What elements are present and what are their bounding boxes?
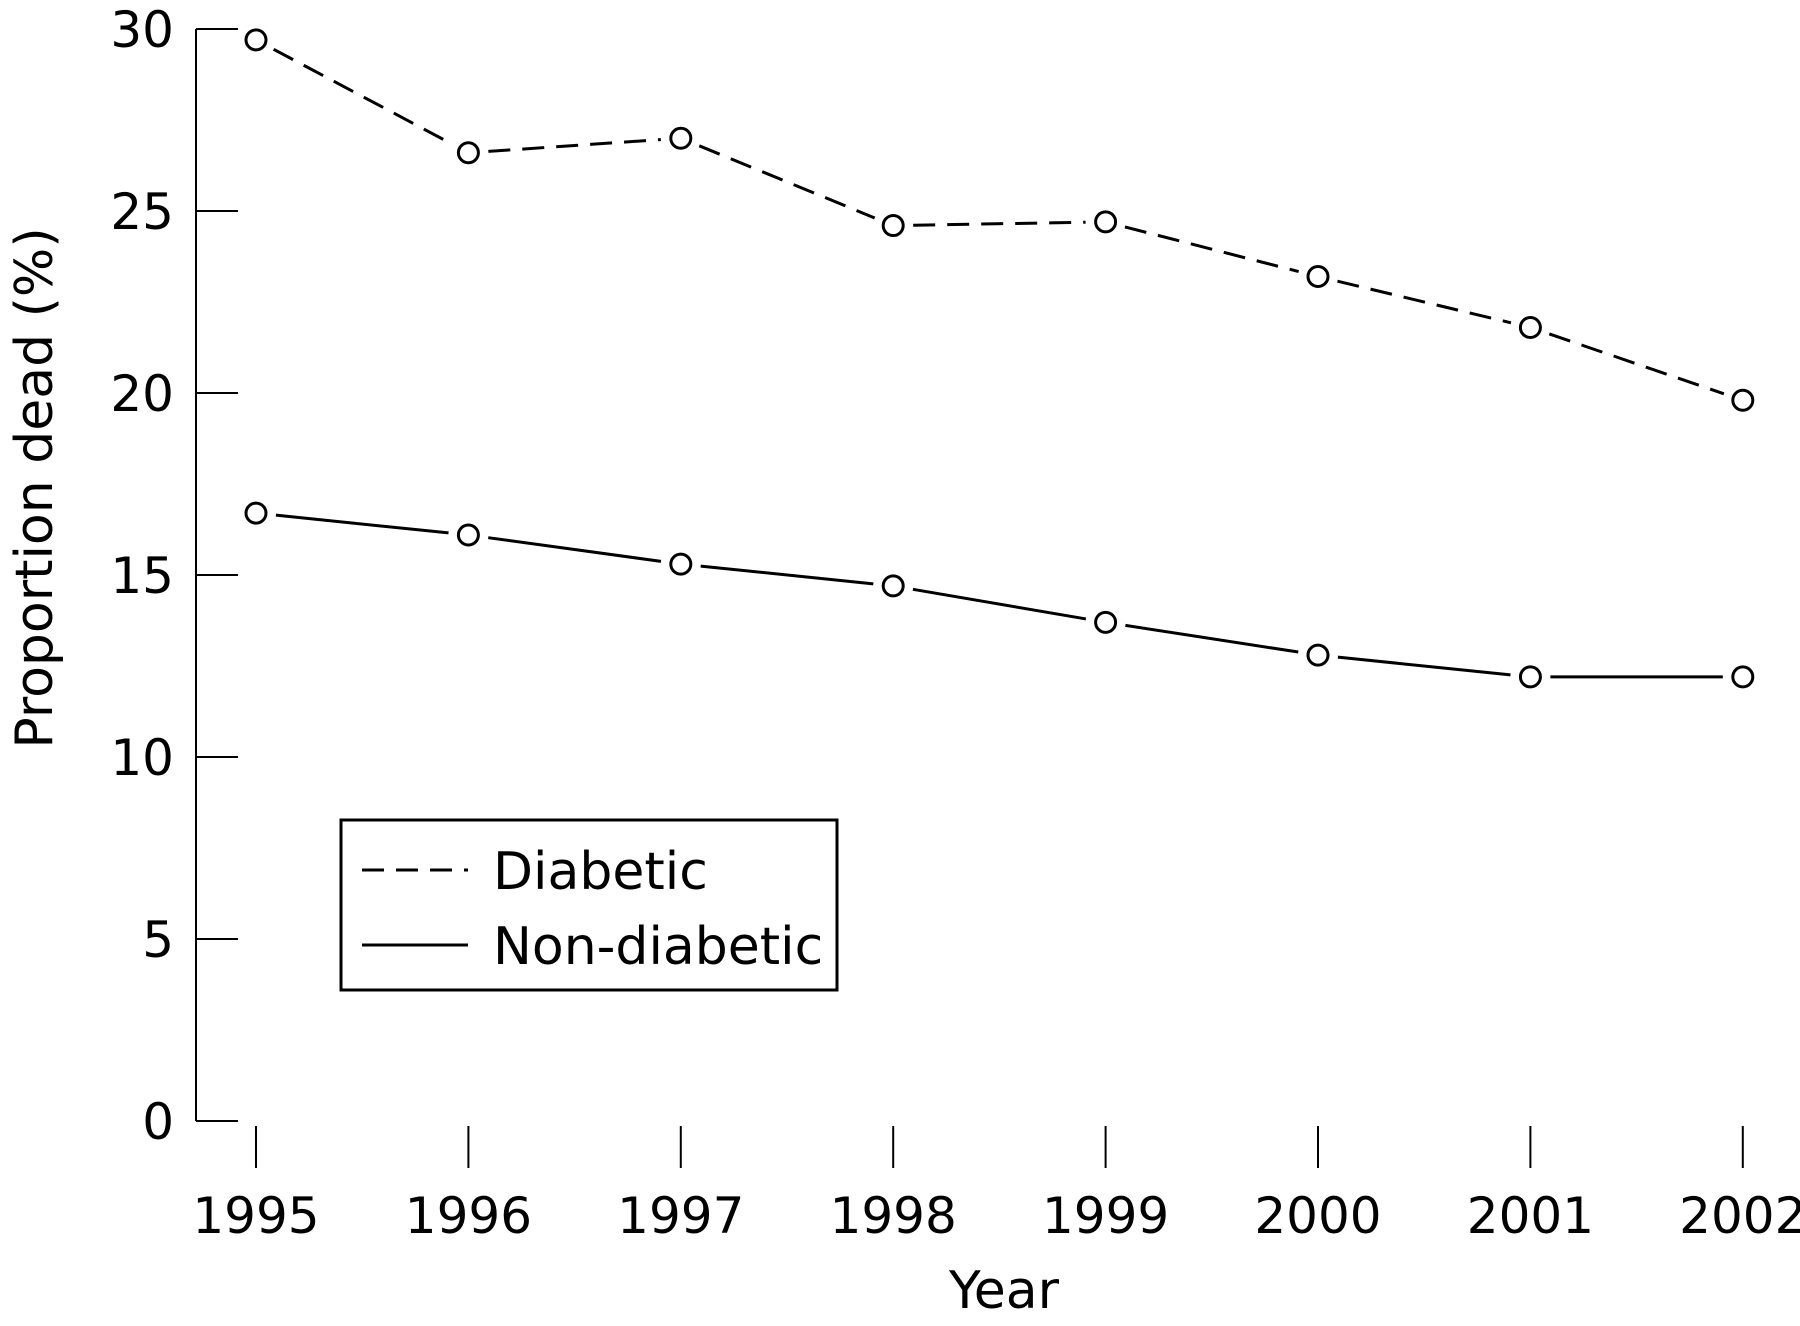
x-tick-label-1998: 1998 xyxy=(830,1187,957,1245)
line-segment-non-diabetic-1995-1996 xyxy=(275,513,449,535)
legend-label-non-diabetic: Non-diabetic xyxy=(493,917,823,977)
x-tick-label-1999: 1999 xyxy=(1042,1187,1169,1245)
point-diabetic-2001 xyxy=(1518,315,1542,339)
point-non-diabetic-2001 xyxy=(1518,665,1542,689)
point-non-diabetic-2000 xyxy=(1306,643,1330,667)
y-tick-label-0: 0 xyxy=(142,1093,174,1151)
y-tick-label-5: 5 xyxy=(142,911,174,969)
y-tick-label-15: 15 xyxy=(110,547,174,605)
y-ticks: 0 5 10 15 20 25 30 xyxy=(110,1,238,1151)
point-diabetic-1995 xyxy=(244,28,268,52)
y-axis-title: Proportion dead (%) xyxy=(5,227,65,748)
line-segment-diabetic-1998-1999 xyxy=(913,220,1086,227)
x-tick-label-2002: 2002 xyxy=(1679,1187,1800,1245)
legend: Diabetic Non-diabetic xyxy=(339,818,839,992)
legend-box xyxy=(339,818,839,992)
legend-label-diabetic: Diabetic xyxy=(493,842,708,902)
point-diabetic-1997 xyxy=(669,126,693,150)
series-layer xyxy=(244,28,1755,689)
x-tick-label-2001: 2001 xyxy=(1467,1187,1594,1245)
y-tick-label-20: 20 xyxy=(110,365,174,423)
x-axis: 1995 1996 1997 1998 1999 2000 2001 2002 xyxy=(192,1126,1800,1245)
x-tick-label-1996: 1996 xyxy=(405,1187,532,1245)
point-non-diabetic-1999 xyxy=(1094,610,1118,634)
point-non-diabetic-1997 xyxy=(669,552,693,576)
line-segment-non-diabetic-1999-2000 xyxy=(1125,623,1299,654)
point-non-diabetic-1996 xyxy=(456,523,480,547)
x-tick-label-1995: 1995 xyxy=(192,1187,319,1245)
line-segment-non-diabetic-1997-1998 xyxy=(700,564,874,586)
point-diabetic-1999 xyxy=(1094,210,1118,234)
x-axis-title: Year xyxy=(948,1261,1060,1321)
y-tick-label-25: 25 xyxy=(110,183,174,241)
y-tick-label-30: 30 xyxy=(110,1,174,59)
line-segment-diabetic-2001-2002 xyxy=(1548,332,1725,396)
y-tick-label-10: 10 xyxy=(110,729,174,787)
line-segment-diabetic-1999-2000 xyxy=(1124,225,1300,273)
point-diabetic-1996 xyxy=(456,141,480,165)
point-non-diabetic-1995 xyxy=(244,501,268,525)
point-diabetic-2000 xyxy=(1306,265,1330,289)
line-segment-diabetic-2000-2001 xyxy=(1337,279,1512,325)
point-diabetic-2002 xyxy=(1731,388,1755,412)
point-non-diabetic-2002 xyxy=(1731,665,1755,689)
point-non-diabetic-1998 xyxy=(881,574,905,598)
series-non-diabetic xyxy=(244,501,1755,689)
x-tick-label-2000: 2000 xyxy=(1254,1187,1381,1245)
line-segment-non-diabetic-1996-1997 xyxy=(488,536,662,563)
line-segment-diabetic-1995-1996 xyxy=(272,47,452,145)
line-segment-diabetic-1996-1997 xyxy=(488,138,661,153)
point-diabetic-1998 xyxy=(881,214,905,238)
series-diabetic xyxy=(244,28,1755,412)
x-tick-label-1997: 1997 xyxy=(617,1187,744,1245)
line-segment-non-diabetic-2000-2001 xyxy=(1337,655,1511,677)
line-segment-non-diabetic-1998-1999 xyxy=(912,587,1087,621)
line-segment-diabetic-1997-1998 xyxy=(698,144,876,220)
